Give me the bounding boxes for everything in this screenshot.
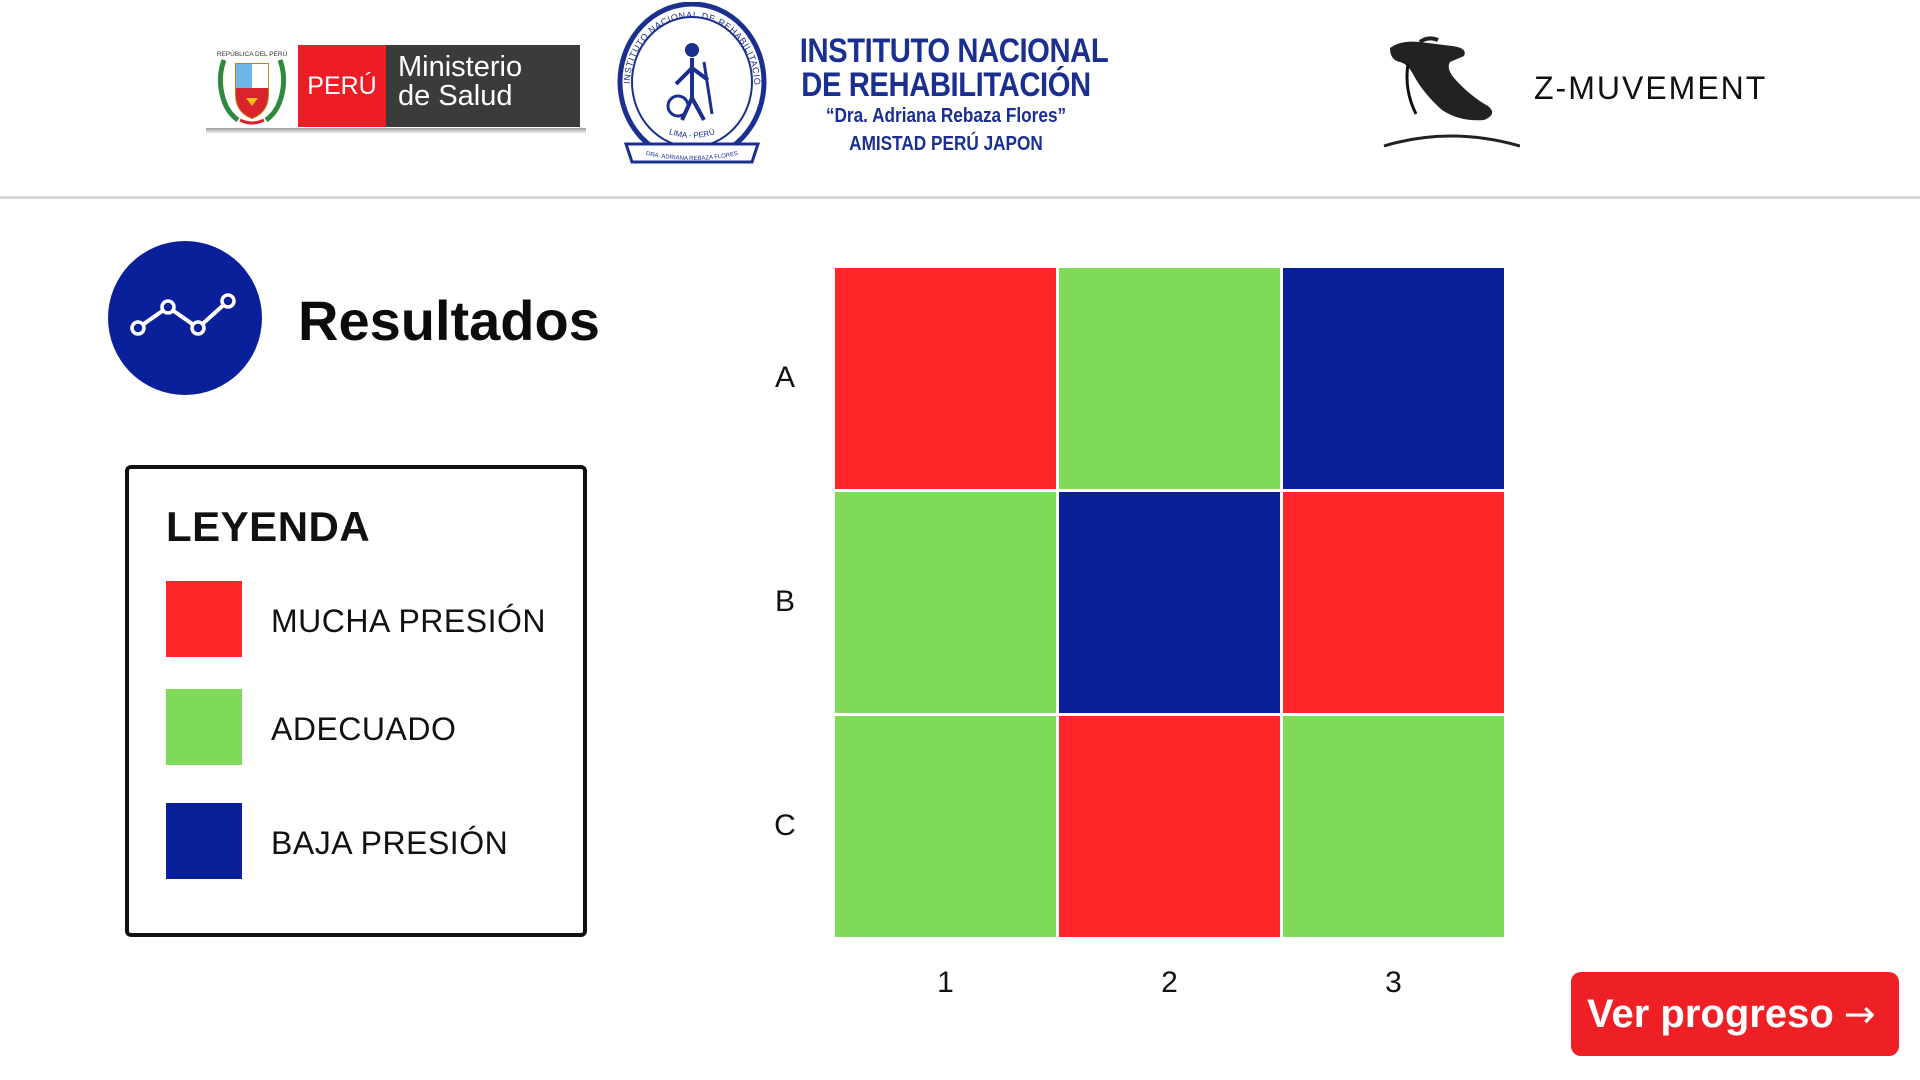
legend-label: MUCHA PRESIÓN — [271, 603, 546, 639]
foot-arch-icon — [1380, 34, 1521, 150]
pressure-heatmap — [835, 268, 1504, 938]
legend-item-adecuado: ADECUADO — [166, 689, 566, 765]
legend-item-baja-presion: BAJA PRESIÓN — [166, 803, 566, 879]
legend-item-mucha-presion: MUCHA PRESIÓN — [166, 581, 566, 657]
ministry-line2: de Salud — [398, 80, 513, 112]
heatmap-cell-c3 — [1283, 716, 1504, 937]
arrow-right-icon: → — [1843, 992, 1876, 1036]
svg-text:DRA. ADRIANA REBAZA FLORES: DRA. ADRIANA REBAZA FLORES — [645, 151, 738, 162]
heatmap-column-label: 1 — [937, 966, 954, 999]
seal-ribbon-text: DRA. ADRIANA REBAZA FLORES — [645, 151, 738, 162]
header: REPÚBLICA DEL PERÚ PERÚ Ministerio de Sa… — [0, 0, 1920, 198]
heatmap-cell-c1 — [835, 716, 1056, 937]
legend-swatch — [166, 581, 242, 657]
institute-line4: AMISTAD PERÚ JAPON — [849, 133, 1043, 155]
institute-seal-icon: INSTITUTO NACIONAL DE REHABILITACIÓN LIM… — [608, 0, 772, 174]
institute-line1: INSTITUTO NACIONAL — [799, 32, 1109, 70]
heatmap-row-label: C — [774, 808, 796, 842]
view-progress-label: Ver progreso — [1587, 991, 1834, 1036]
logo-shadow — [206, 128, 586, 134]
institute-line2: DE REHABILITACIÓN — [801, 66, 1091, 104]
legend-swatch — [166, 689, 242, 765]
institute-name: INSTITUTO NACIONAL DE REHABILITACIÓN “Dr… — [776, 34, 1116, 158]
heatmap-cell-a1 — [835, 268, 1056, 489]
line-chart-icon — [108, 241, 262, 395]
minsa-logo: REPÚBLICA DEL PERÚ PERÚ Ministerio de Sa… — [200, 42, 590, 134]
heatmap-cell-b2 — [1059, 492, 1280, 713]
legend-label: BAJA PRESIÓN — [271, 825, 509, 861]
ministry-label: Ministerio de Salud — [386, 45, 580, 127]
svg-text:LIMA - PERÚ: LIMA - PERÚ — [668, 127, 716, 140]
legend-swatch — [166, 803, 242, 879]
heatmap-column-label: 2 — [1161, 966, 1178, 999]
ministry-line1: Ministerio — [398, 51, 523, 83]
page-title: Resultados — [298, 289, 600, 352]
view-progress-button[interactable]: Ver progreso → — [1571, 972, 1899, 1056]
heatmap-cell-a2 — [1059, 268, 1280, 489]
legend-label: ADECUADO — [271, 711, 457, 747]
institute-line3: “Dra. Adriana Rebaza Flores” — [825, 105, 1067, 127]
legend-title: LEYENDA — [166, 503, 371, 550]
header-divider — [0, 196, 1920, 199]
heatmap-cell-a3 — [1283, 268, 1504, 489]
heatmap-row-label: A — [774, 360, 795, 394]
seal-bottom-text: LIMA - PERÚ — [668, 127, 716, 140]
heatmap-column-label: 3 — [1385, 966, 1402, 999]
heatmap-cell-c2 — [1059, 716, 1280, 937]
peru-label: PERÚ — [298, 45, 386, 127]
legend: LEYENDA MUCHA PRESIÓN ADECUADO BAJA PRES… — [125, 465, 587, 937]
shield-caption: REPÚBLICA DEL PERÚ — [217, 49, 288, 58]
brand-name: Z-MUVEMENT — [1534, 70, 1768, 106]
heatmap-cell-b1 — [835, 492, 1056, 713]
heatmap-row-label: B — [774, 584, 795, 618]
peru-coat-of-arms-icon: REPÚBLICA DEL PERÚ — [210, 46, 294, 128]
heatmap-cell-b3 — [1283, 492, 1504, 713]
